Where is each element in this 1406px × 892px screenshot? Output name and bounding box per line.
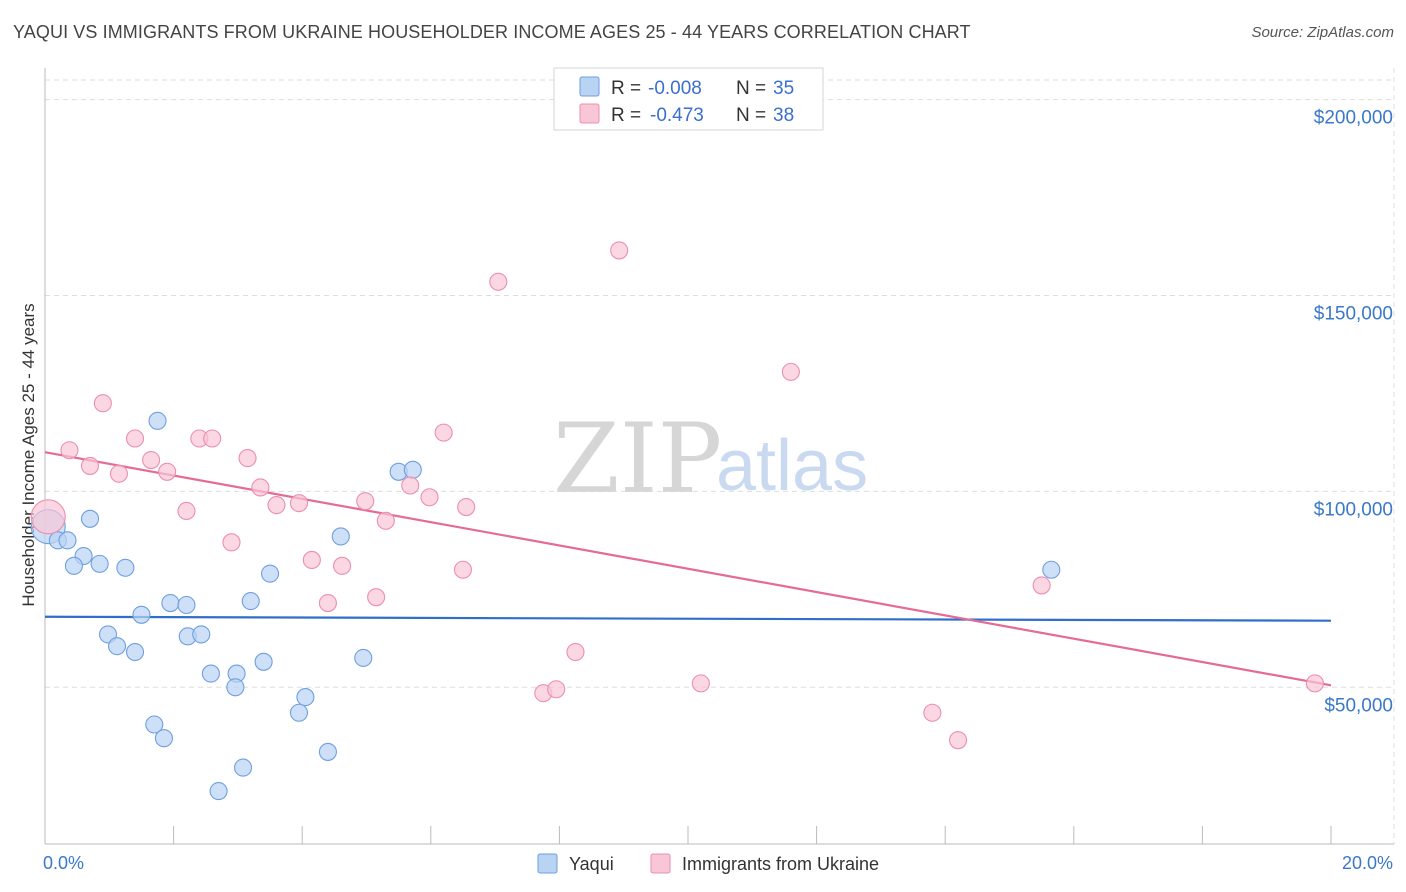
series-legend-label-yaqui: Yaqui xyxy=(569,854,614,874)
point-ukraine xyxy=(434,423,453,442)
legend-r-value-ukraine: -0.473 xyxy=(650,105,704,126)
point-ukraine xyxy=(781,362,800,381)
chart-title: YAQUI VS IMMIGRANTS FROM UKRAINE HOUSEHO… xyxy=(13,22,971,42)
point-ukraine xyxy=(60,441,79,460)
legend-n-label-ukraine: N = xyxy=(736,105,766,126)
point-ukraine xyxy=(109,464,128,483)
point-ukraine xyxy=(222,533,241,552)
y-axis-ticks: $50,000 $100,000 $150,000 $200,000 xyxy=(1314,108,1393,717)
y-tick-label: $200,000 xyxy=(1314,108,1393,129)
point-ukraine xyxy=(333,556,352,575)
legend-n-value-yaqui: 35 xyxy=(773,78,794,99)
point-ukraine xyxy=(1305,674,1324,693)
point-ukraine xyxy=(251,478,270,497)
point-yaqui xyxy=(90,554,109,573)
point-yaqui xyxy=(148,411,167,430)
point-ukraine xyxy=(93,394,112,413)
point-ukraine xyxy=(267,496,286,515)
point-ukraine xyxy=(318,593,337,613)
point-yaqui xyxy=(254,652,273,671)
point-ukraine xyxy=(367,588,386,607)
point-ukraine xyxy=(610,241,629,260)
point-ukraine xyxy=(356,492,375,511)
legend-n-label-yaqui: N = xyxy=(736,78,766,99)
point-yaqui xyxy=(296,688,315,707)
point-ukraine xyxy=(376,511,395,530)
point-ukraine xyxy=(158,462,177,481)
gridlines xyxy=(45,68,1395,844)
point-yaqui xyxy=(354,648,373,667)
data-points xyxy=(30,241,1324,801)
point-ukraine xyxy=(177,501,196,521)
point-yaqui xyxy=(177,595,196,615)
legend-r-label-yaqui: R = xyxy=(611,78,641,99)
point-ukraine xyxy=(547,680,566,699)
legend-swatch-ukraine xyxy=(579,103,600,124)
point-yaqui xyxy=(132,605,151,624)
point-ukraine xyxy=(923,703,942,722)
y-tick-label: $50,000 xyxy=(1324,695,1393,716)
y-tick-label: $150,000 xyxy=(1314,303,1393,324)
series-legend-swatch-yaqui xyxy=(537,853,558,874)
point-yaqui xyxy=(116,558,135,577)
x-tick-label: 0.0% xyxy=(43,853,84,873)
point-ukraine xyxy=(238,449,257,468)
watermark-atlas: atlas xyxy=(716,426,868,506)
trendline-yaqui xyxy=(44,615,1332,622)
point-yaqui xyxy=(226,678,245,697)
point-yaqui xyxy=(241,592,260,611)
point-yaqui xyxy=(233,758,253,777)
point-yaqui xyxy=(289,703,309,722)
point-ukraine xyxy=(691,674,710,693)
point-yaqui xyxy=(161,593,180,613)
point-yaqui xyxy=(107,637,127,656)
point-yaqui xyxy=(1042,560,1061,579)
point-yaqui xyxy=(318,742,337,761)
point-yaqui xyxy=(125,642,145,662)
legend-r-value-yaqui: -0.008 xyxy=(648,78,702,99)
point-ukraine xyxy=(1032,576,1051,595)
point-ukraine xyxy=(453,560,473,579)
point-yaqui xyxy=(331,527,350,546)
point-ukraine xyxy=(489,272,508,291)
watermark-zip: ZIP xyxy=(553,403,722,515)
point-ukraine xyxy=(289,494,309,513)
legend-n-value-ukraine: 38 xyxy=(773,105,794,126)
series-legend: Yaqui Immigrants from Ukraine xyxy=(537,853,879,874)
point-ukraine xyxy=(80,456,100,475)
axes xyxy=(44,68,1394,845)
point-yaqui xyxy=(260,564,280,583)
point-yaqui xyxy=(154,729,174,748)
x-axis-ticks: 0.0% 20.0% xyxy=(43,853,1393,873)
point-yaqui xyxy=(64,556,83,575)
x-tick-label: 20.0% xyxy=(1342,853,1393,873)
source-credit: Source: ZipAtlas.com xyxy=(1251,24,1394,41)
y-tick-label: $100,000 xyxy=(1314,499,1393,520)
point-yaqui xyxy=(403,460,422,479)
point-ukraine xyxy=(125,429,145,448)
series-legend-label-ukraine: Immigrants from Ukraine xyxy=(682,854,879,874)
legend-swatch-yaqui xyxy=(579,76,600,97)
point-ukraine xyxy=(401,476,420,495)
point-yaqui xyxy=(145,715,164,734)
point-ukraine xyxy=(302,550,321,569)
point-ukraine xyxy=(420,488,439,507)
point-yaqui xyxy=(192,625,211,644)
point-ukraine xyxy=(949,731,968,750)
y-axis-label: Householder Income Ages 25 - 44 years xyxy=(19,303,38,606)
point-ukraine xyxy=(203,429,222,448)
point-ukraine xyxy=(566,642,585,662)
point-ukraine xyxy=(30,499,66,535)
series-legend-swatch-ukraine xyxy=(650,853,671,874)
point-yaqui xyxy=(80,509,100,528)
point-yaqui xyxy=(209,782,228,801)
correlation-legend: R = -0.008 N = 35 R = -0.473 N = 38 xyxy=(553,67,824,131)
point-ukraine xyxy=(457,498,476,517)
legend-r-label-ukraine: R = xyxy=(611,105,641,126)
point-yaqui xyxy=(201,664,220,683)
point-ukraine xyxy=(142,450,161,470)
point-yaqui xyxy=(58,531,77,550)
